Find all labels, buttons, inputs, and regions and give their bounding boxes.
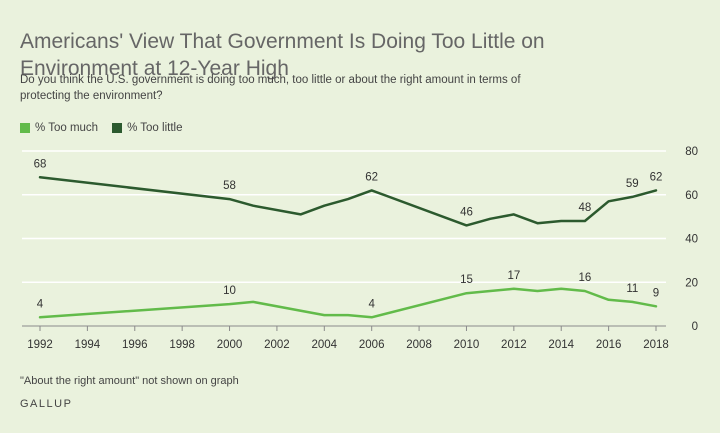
x-tick-label: 2012 — [501, 339, 527, 351]
data-label: 4 — [37, 298, 44, 310]
data-label: 10 — [223, 285, 236, 297]
data-label: 62 — [650, 171, 663, 183]
x-tick-label: 2004 — [312, 339, 338, 351]
legend-label-too-much: % Too much — [35, 122, 99, 134]
x-tick-label: 1992 — [27, 339, 53, 351]
chart-subtitle: Do you think the U.S. government is doin… — [20, 74, 521, 102]
data-label: 15 — [460, 274, 473, 286]
x-tick-label: 2016 — [596, 339, 622, 351]
legend-item-too-little: % Too little — [112, 122, 182, 134]
legend-label-too-little: % Too little — [127, 122, 183, 134]
source-logo: GALLUP — [20, 398, 73, 410]
x-tick-label: 1996 — [122, 339, 148, 351]
x-tick-label: 1998 — [169, 339, 195, 351]
y-tick-label: 20 — [685, 277, 698, 289]
y-tick-label: 40 — [685, 234, 698, 246]
data-label: 68 — [34, 158, 47, 170]
legend: % Too much % Too little — [20, 122, 182, 134]
x-tick-label: 1994 — [75, 339, 101, 351]
y-tick-label: 60 — [685, 190, 698, 202]
x-tick-label: 2002 — [264, 339, 290, 351]
data-label: 17 — [507, 270, 520, 282]
series-line-too-little — [38, 176, 658, 227]
data-label: 16 — [579, 272, 592, 284]
chart-title: Americans' View That Government Is Doing… — [20, 30, 545, 81]
x-tick-label: 2008 — [406, 339, 432, 351]
x-tick-label: 2000 — [217, 339, 243, 351]
footnote: "About the right amount" not shown on gr… — [20, 375, 239, 387]
legend-swatch-too-little — [112, 123, 123, 133]
x-tick-label: 2018 — [643, 339, 669, 351]
data-label: 46 — [460, 206, 473, 218]
data-label: 11 — [626, 283, 638, 295]
legend-swatch-too-much — [20, 123, 30, 133]
data-label: 48 — [579, 202, 592, 214]
x-tick-label: 2006 — [359, 339, 385, 351]
data-label: 62 — [365, 171, 378, 183]
data-label: 9 — [653, 287, 659, 299]
y-tick-label: 0 — [692, 321, 698, 333]
x-tick-label: 2010 — [454, 339, 480, 351]
data-label: 4 — [368, 298, 375, 310]
data-label: 58 — [223, 180, 236, 192]
series-line-too-much — [38, 287, 658, 319]
data-label: 59 — [626, 178, 639, 190]
x-tick-label: 2014 — [548, 339, 574, 351]
legend-item-too-much: % Too much — [20, 122, 98, 134]
y-tick-label: 80 — [685, 146, 698, 158]
